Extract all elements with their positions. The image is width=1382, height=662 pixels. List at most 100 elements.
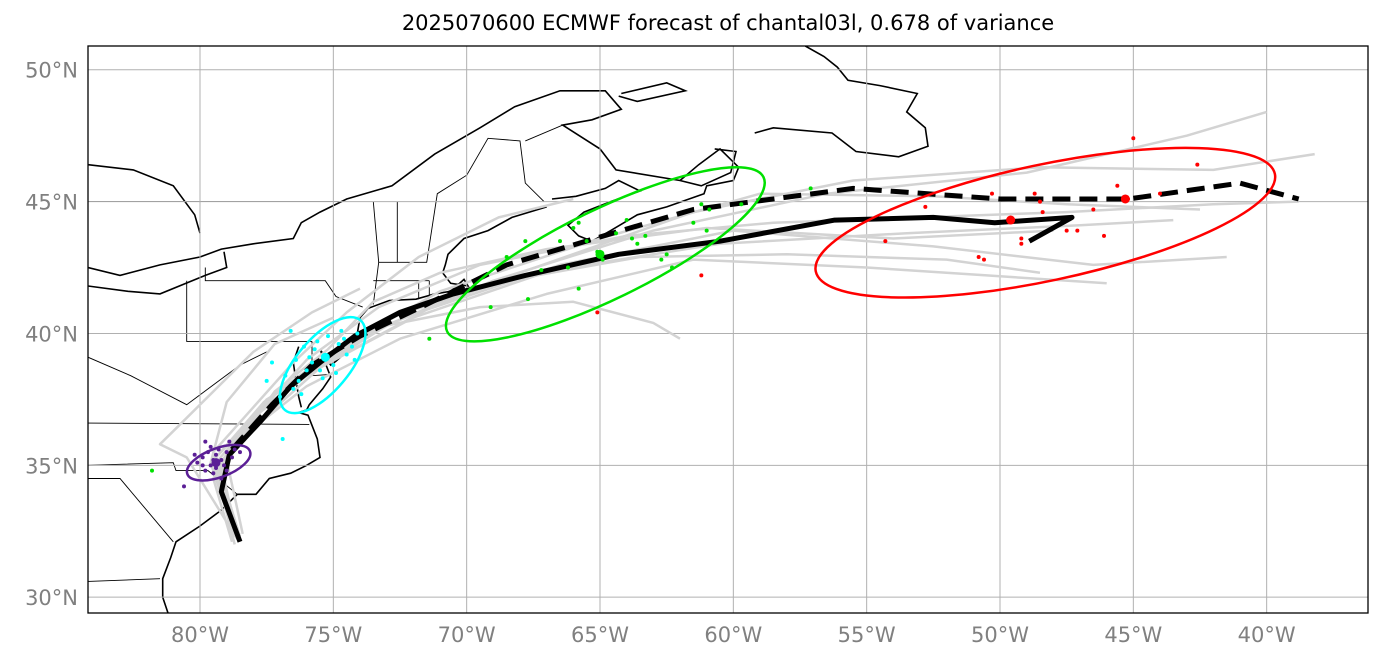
- stage1-point: [208, 463, 213, 468]
- longitude-labels: 80°W 75°W 70°W 65°W 60°W 55°W 50°W 45°W 40°W: [171, 623, 1296, 647]
- stage4-point: [595, 310, 600, 315]
- lon-tick-label: 65°W: [571, 623, 629, 647]
- stage2-point: [342, 336, 346, 341]
- stage1-point: [224, 450, 229, 455]
- border-line: [204, 267, 363, 308]
- stage4-point: [976, 254, 981, 259]
- ensemble-track: [212, 197, 574, 540]
- border-line: [88, 351, 267, 406]
- stage3-point: [691, 220, 696, 225]
- ensemble-track: [225, 226, 1054, 535]
- lon-tick-label: 75°W: [304, 623, 362, 647]
- ensemble-track: [217, 229, 1227, 540]
- stage-points: [150, 136, 1200, 489]
- stage3-point: [614, 231, 618, 236]
- stage3-point: [699, 202, 704, 207]
- coastline: [618, 82, 688, 103]
- stage3-point: [558, 239, 562, 244]
- latitude-labels: 30°N 35°N 40°N 45°N 50°N: [25, 59, 78, 610]
- stage1-point: [219, 458, 224, 463]
- stage1-point: [208, 444, 213, 449]
- stage3-point: [643, 233, 648, 238]
- border-line: [88, 422, 310, 425]
- stage2-point: [352, 357, 357, 362]
- coastline: [88, 163, 201, 234]
- stage2-point: [334, 371, 338, 376]
- stage4-point: [990, 191, 994, 196]
- stage4-point: [1195, 162, 1200, 167]
- stage3-point: [808, 186, 813, 191]
- stage3-point: [523, 239, 528, 244]
- border-line: [186, 280, 312, 342]
- stage3-point: [576, 286, 581, 291]
- stage1-ellipse: [185, 443, 252, 482]
- stage4-point: [1019, 241, 1024, 246]
- border-line: [88, 478, 174, 543]
- stage3-point: [707, 207, 712, 212]
- stage2-point: [291, 386, 296, 391]
- stage2-point: [320, 376, 325, 381]
- coastline: [88, 90, 737, 277]
- stage2-point: [331, 363, 336, 368]
- stage1-point: [203, 468, 208, 473]
- coastlines: [88, 46, 929, 613]
- stage-ellipses: [185, 146, 1277, 482]
- ensemble-track: [214, 253, 1041, 540]
- coastline: [88, 251, 228, 295]
- stage2-point: [339, 328, 344, 333]
- stage2-point: [336, 342, 341, 347]
- stage3-point: [704, 228, 709, 233]
- stage4b-mean-point: [1120, 194, 1130, 204]
- lat-tick-label: 45°N: [25, 191, 78, 215]
- stage3-mean-point: [595, 249, 605, 259]
- stage2-point: [318, 368, 322, 373]
- lon-tick-label: 50°W: [971, 623, 1029, 647]
- mean-tracks: [218, 180, 1300, 543]
- stage3-point: [664, 252, 669, 257]
- stage3-point: [427, 336, 432, 341]
- lon-tick-label: 45°W: [1104, 623, 1162, 647]
- stage2-point: [280, 436, 285, 441]
- stage2-ellipse: [278, 315, 367, 415]
- stage2-point: [270, 360, 274, 365]
- ensemble-track: [209, 316, 334, 537]
- stage2-point: [312, 347, 317, 352]
- stage2-point: [307, 355, 312, 360]
- stage4-point: [1019, 236, 1024, 241]
- stage4-point: [1115, 183, 1120, 188]
- stage1-point: [232, 447, 237, 452]
- stage3-point: [659, 257, 664, 262]
- lon-tick-label: 70°W: [438, 623, 496, 647]
- lat-tick-label: 30°N: [25, 586, 78, 610]
- stage4-point: [1102, 233, 1106, 238]
- stage1-point: [227, 439, 232, 444]
- mean-track-solid: [218, 214, 1075, 543]
- ensemble-track: [220, 218, 1174, 540]
- stage4-point: [1040, 210, 1045, 215]
- stage4-point: [1038, 199, 1042, 204]
- stage4-point: [1131, 136, 1136, 141]
- stage4-point: [1064, 228, 1069, 233]
- stage3-point: [571, 225, 576, 230]
- lat-tick-label: 35°N: [25, 454, 78, 478]
- stage3-point: [624, 218, 629, 223]
- stage2-mean-point: [320, 352, 330, 362]
- ensemble-track: [209, 152, 1315, 537]
- stage2-point: [310, 360, 314, 365]
- stage1-point: [211, 471, 216, 476]
- stage3-point: [539, 268, 544, 273]
- stage4-point: [1158, 191, 1162, 196]
- stage4-point: [883, 239, 888, 244]
- lon-tick-label: 60°W: [704, 623, 762, 647]
- stage2-point: [264, 378, 269, 383]
- stage1-point: [200, 455, 205, 460]
- stage3-point: [488, 305, 493, 310]
- stage1-point: [214, 452, 218, 457]
- stage3-ellipse: [444, 166, 766, 343]
- gridlines: [88, 46, 1368, 613]
- stage2-point: [350, 344, 354, 349]
- stage1-point: [238, 450, 242, 455]
- stage1-point: [203, 439, 208, 444]
- stage4-point: [1032, 191, 1037, 196]
